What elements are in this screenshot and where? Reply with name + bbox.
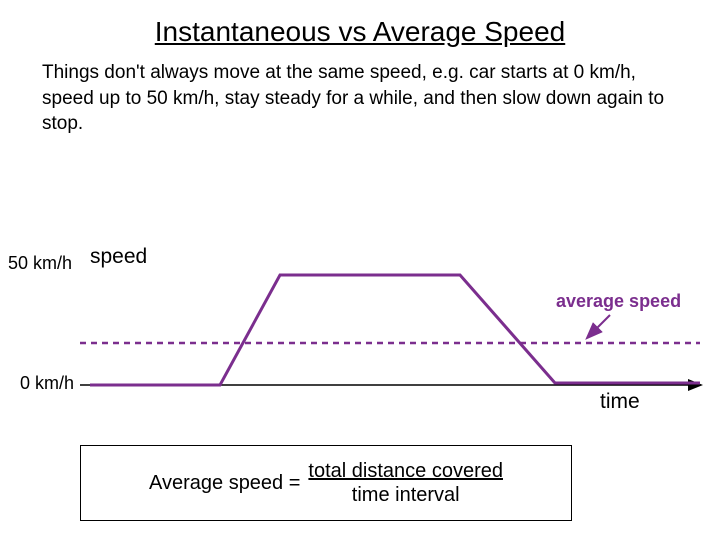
y-axis-label: speed: [90, 245, 147, 269]
y-tick-0: 0 km/h: [20, 373, 74, 394]
intro-text: Things don't always move at the same spe…: [0, 48, 720, 137]
formula-denominator: time interval: [352, 483, 460, 507]
avg-speed-label: average speed: [556, 291, 681, 312]
speed-chart: 50 km/h 0 km/h speed average speed time: [0, 235, 720, 435]
x-axis-label: time: [600, 390, 640, 414]
page-title: Instantaneous vs Average Speed: [0, 0, 720, 48]
formula-box: Average speed = total distance covered t…: [80, 445, 572, 521]
formula-lhs: Average speed =: [149, 472, 300, 495]
avg-pointer-arrow: [588, 315, 610, 337]
y-tick-50: 50 km/h: [8, 253, 72, 274]
formula-numerator: total distance covered: [308, 459, 503, 483]
